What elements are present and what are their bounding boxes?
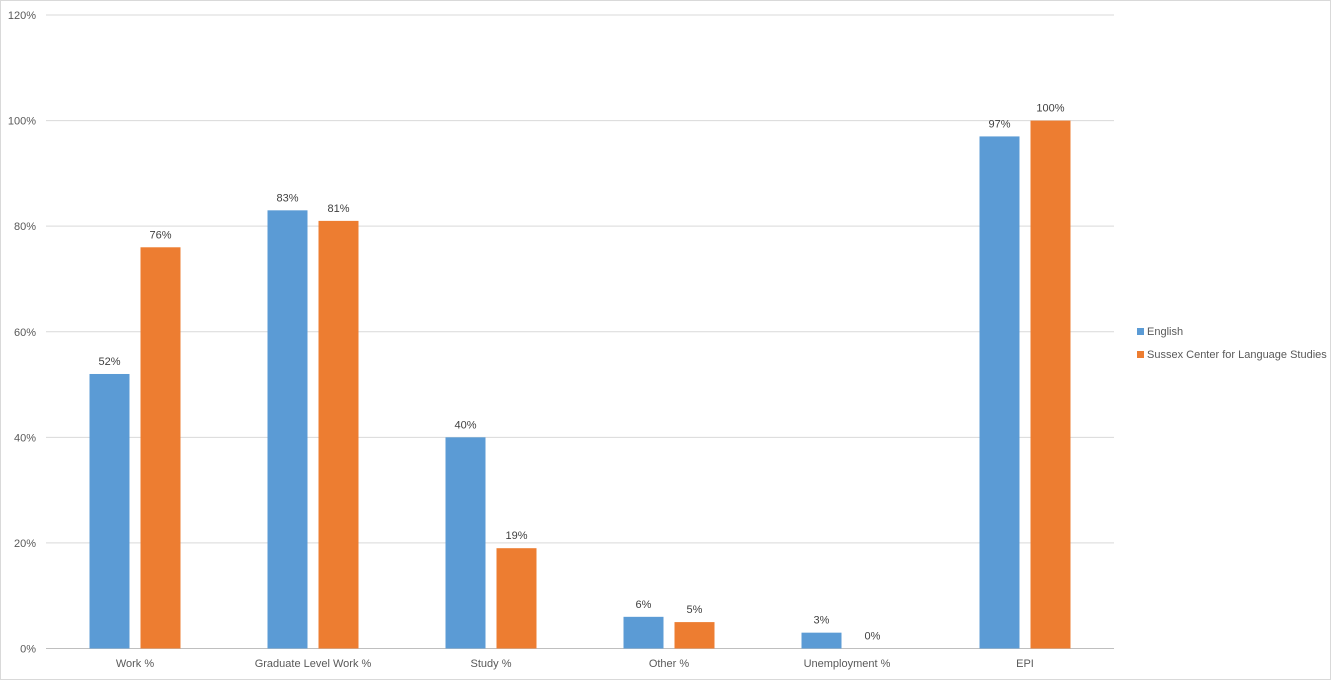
data-label: 6% [636,599,652,611]
bar [267,210,308,649]
y-tick-label: 20% [14,538,36,550]
y-tick-label: 120% [8,10,36,22]
legend: English Sussex Center for Language Studie… [1137,320,1327,366]
bar [89,373,130,649]
legend-swatch [1137,328,1144,335]
legend-swatch [1137,351,1144,358]
gridlines [46,14,1114,649]
data-label: 100% [1036,103,1064,115]
bar [140,247,181,649]
data-label: 83% [276,192,298,204]
data-label: 52% [98,356,120,368]
bars [89,120,1071,649]
data-label: 19% [505,530,527,542]
y-tick-label: 0% [20,644,36,656]
y-axis-ticks: 0% 20% 40% 60% 80% 100% 120% [8,10,36,656]
data-label: 3% [814,615,830,627]
bar [318,220,359,649]
y-tick-label: 80% [14,221,36,233]
x-tick-label: EPI [1016,658,1034,670]
bar [623,616,664,649]
y-tick-label: 40% [14,432,36,444]
x-tick-label: Work % [116,658,155,670]
bar [445,437,486,649]
bar [979,136,1020,649]
legend-label: English [1147,325,1184,338]
x-tick-label: Study % [471,658,512,670]
x-tick-label: Graduate Level Work % [255,658,372,670]
data-label: 76% [149,229,171,241]
bar [496,548,537,649]
bar [801,632,842,649]
x-tick-label: Other % [649,658,690,670]
x-axis-ticks: Work % Graduate Level Work % Study % Other … [116,658,1034,670]
data-label: 5% [687,604,703,616]
bar [674,622,715,649]
y-tick-label: 100% [8,116,36,128]
bar [1030,120,1071,649]
data-label: 97% [988,118,1010,130]
data-label: 40% [454,419,476,431]
legend-item: English [1137,320,1327,343]
x-tick-label: Unemployment % [804,658,891,670]
legend-item: Sussex Center for Language Studies [1137,343,1327,366]
legend-label: Sussex Center for Language Studies [1147,348,1327,361]
data-label: 0% [865,631,881,643]
data-label: 81% [327,203,349,215]
data-labels: 52% 76% 83% 81% 40% 19% 6% 5% 3% 0% 97% 100% [98,103,1064,643]
y-tick-label: 60% [14,327,36,339]
